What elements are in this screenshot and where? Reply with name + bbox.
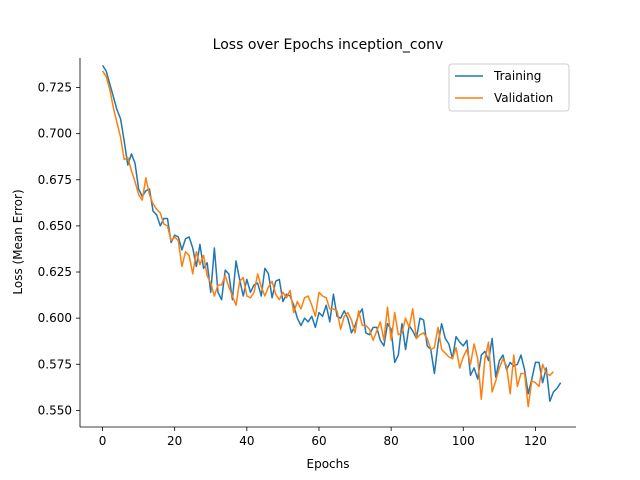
plot-area	[101, 64, 562, 408]
x-axis: 0 20 40 60 80 100 120	[80, 426, 576, 448]
y-axis-label: Loss (Mean Error)	[11, 189, 25, 294]
x-tick-label: 120	[524, 434, 547, 448]
legend-label-validation: Validation	[494, 91, 553, 105]
series-line-training	[101, 64, 562, 402]
y-tick-label: 0.575	[38, 357, 72, 371]
y-tick-label: 0.625	[38, 265, 72, 279]
y-tick-label: 0.650	[38, 219, 72, 233]
x-tick-label: 0	[99, 434, 107, 448]
x-axis-label: Epochs	[307, 457, 350, 471]
x-tick-label: 20	[167, 434, 182, 448]
chart-title: Loss over Epochs inception_conv	[213, 37, 444, 53]
y-tick-label: 0.675	[38, 173, 72, 187]
y-tick-label: 0.600	[38, 311, 72, 325]
x-tick-label: 40	[239, 434, 254, 448]
legend: Training Validation	[448, 63, 570, 112]
y-axis: 0.550 0.575 0.600 0.625 0.650 0.675 0.700 0.725	[38, 58, 81, 427]
y-tick-label: 0.700	[38, 127, 72, 141]
y-tick-label: 0.725	[38, 81, 72, 95]
x-tick-label: 80	[383, 434, 398, 448]
legend-label-training: Training	[493, 69, 541, 83]
x-tick-label: 100	[452, 434, 475, 448]
y-tick-label: 0.550	[38, 403, 72, 417]
series-line-validation	[101, 70, 554, 408]
x-tick-label: 60	[311, 434, 326, 448]
